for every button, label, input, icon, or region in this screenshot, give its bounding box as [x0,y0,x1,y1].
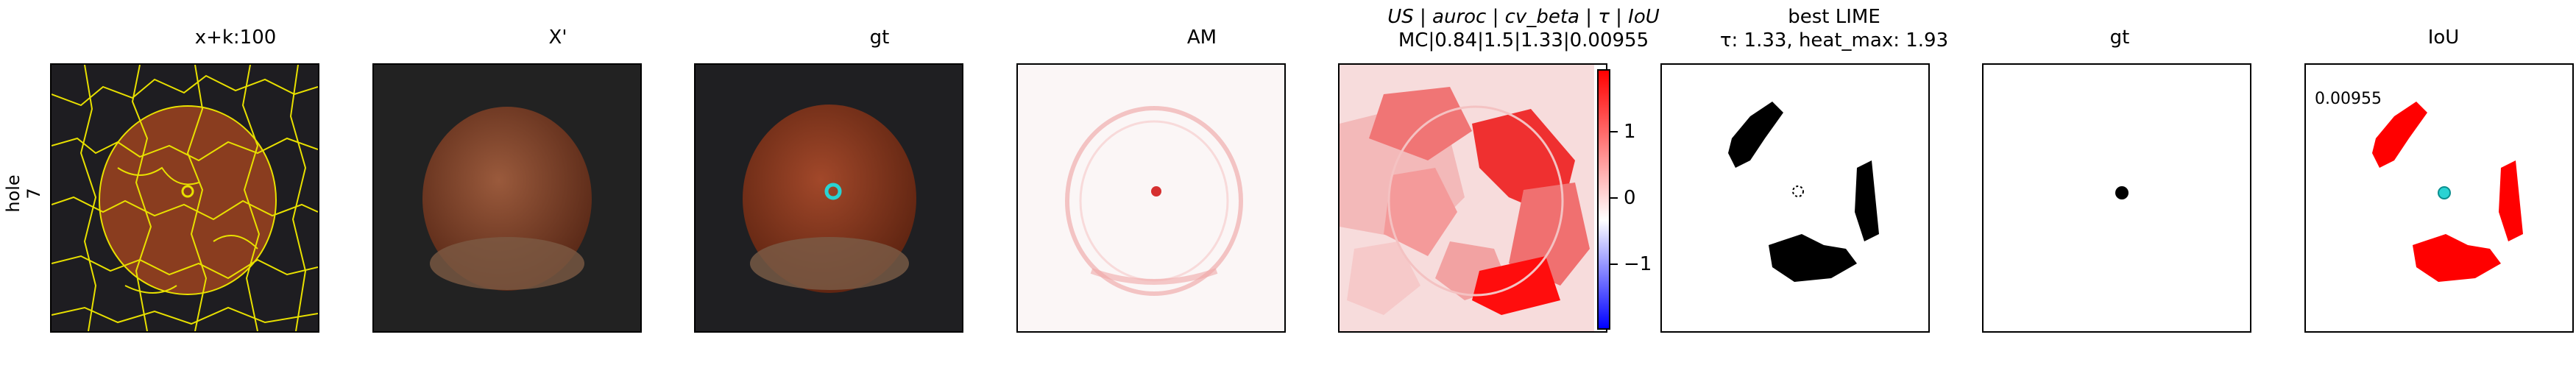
row-label-line1: hole [3,174,24,213]
colorbar-tick-pos [1610,131,1618,132]
panel-input-with-segments [50,63,319,333]
panel-lime-heatmap [1338,63,1607,333]
colorbar-tick-zero [1610,197,1618,199]
title-best-lime: best LIME [1788,6,1880,28]
superpixel-boundaries [52,65,318,331]
colorbar-tick-neg [1610,263,1618,265]
colorbar [1597,69,1610,330]
title-metrics-values: MC|0.84|1.5|1.33|0.00955 [1398,29,1649,52]
panel-reconstruction [372,63,642,333]
am-hotspot [1151,186,1161,197]
title-gt-mask: gt [2109,26,2130,49]
panel-iou: 0.00955 [2304,63,2574,333]
colorbar-label-neg: −1 [1624,253,1652,275]
row-label: hole 7 [3,164,44,223]
gt-marker [824,183,842,200]
gt-mask-blob [2115,186,2129,199]
iou-value-label: 0.00955 [2315,90,2382,108]
title-iou: IoU [2427,26,2460,49]
title-anomaly-map: AM [1186,26,1217,49]
panel-original-gt [694,63,963,333]
title-lime-params: τ: 1.33, heat_max: 1.93 [1719,29,1949,52]
colorbar-label-zero: 0 [1624,187,1636,209]
title-metrics-header: US | auroc | cv_beta | τ | IoU [1387,6,1660,28]
panel-best-lime-mask [1660,63,1930,333]
row-label-line2: 7 [24,188,44,199]
title-input-segments: x+k:100 [194,26,277,49]
panel-gt-mask [1982,63,2251,333]
panel-anomaly-map [1016,63,1286,333]
colorbar-label-pos: 1 [1624,121,1636,143]
title-gt: gt [869,26,890,49]
title-reconstruction: X' [548,26,567,49]
